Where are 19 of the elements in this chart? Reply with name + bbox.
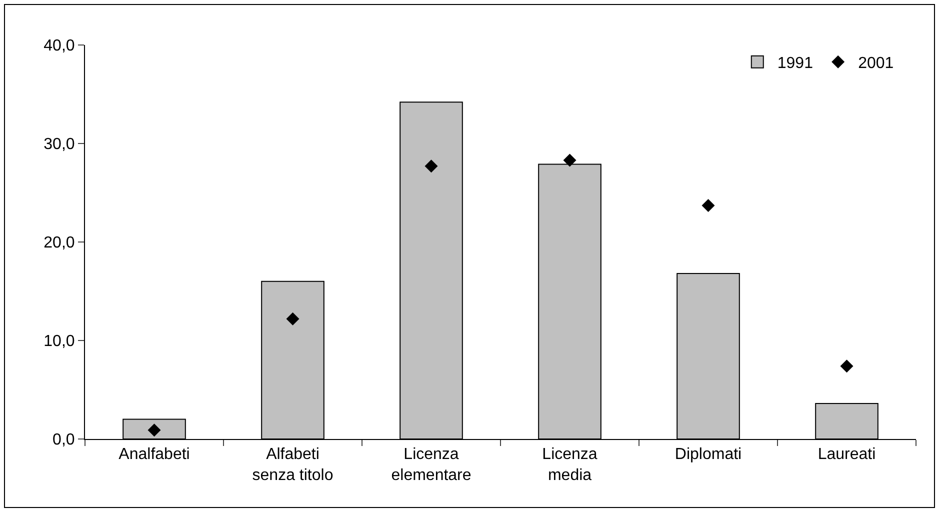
point	[286, 312, 300, 326]
x-tick-label: Analfabeti	[118, 446, 190, 464]
point	[840, 360, 854, 373]
x-tick-label: Licenza media	[542, 446, 598, 484]
point	[424, 160, 438, 173]
y-tick-label: 40,0	[44, 38, 75, 55]
point	[702, 199, 715, 212]
x-tick-label: Laureati	[818, 446, 876, 464]
y-tick-label: 0,0	[52, 432, 75, 449]
legend-label: 1991	[777, 55, 814, 72]
x-tick-label: Diplomati	[674, 446, 742, 464]
legend-label: 2001	[858, 55, 894, 72]
point	[563, 154, 576, 167]
y-tick-label: 30,0	[44, 136, 75, 154]
x-tick-label: Alfabeti senza titolo	[252, 446, 334, 484]
y-tick-label: 20,0	[44, 234, 75, 252]
point	[148, 424, 161, 437]
x-tick-label: Licenza elementare	[391, 446, 472, 484]
y-tick-label: 10,0	[44, 333, 75, 350]
